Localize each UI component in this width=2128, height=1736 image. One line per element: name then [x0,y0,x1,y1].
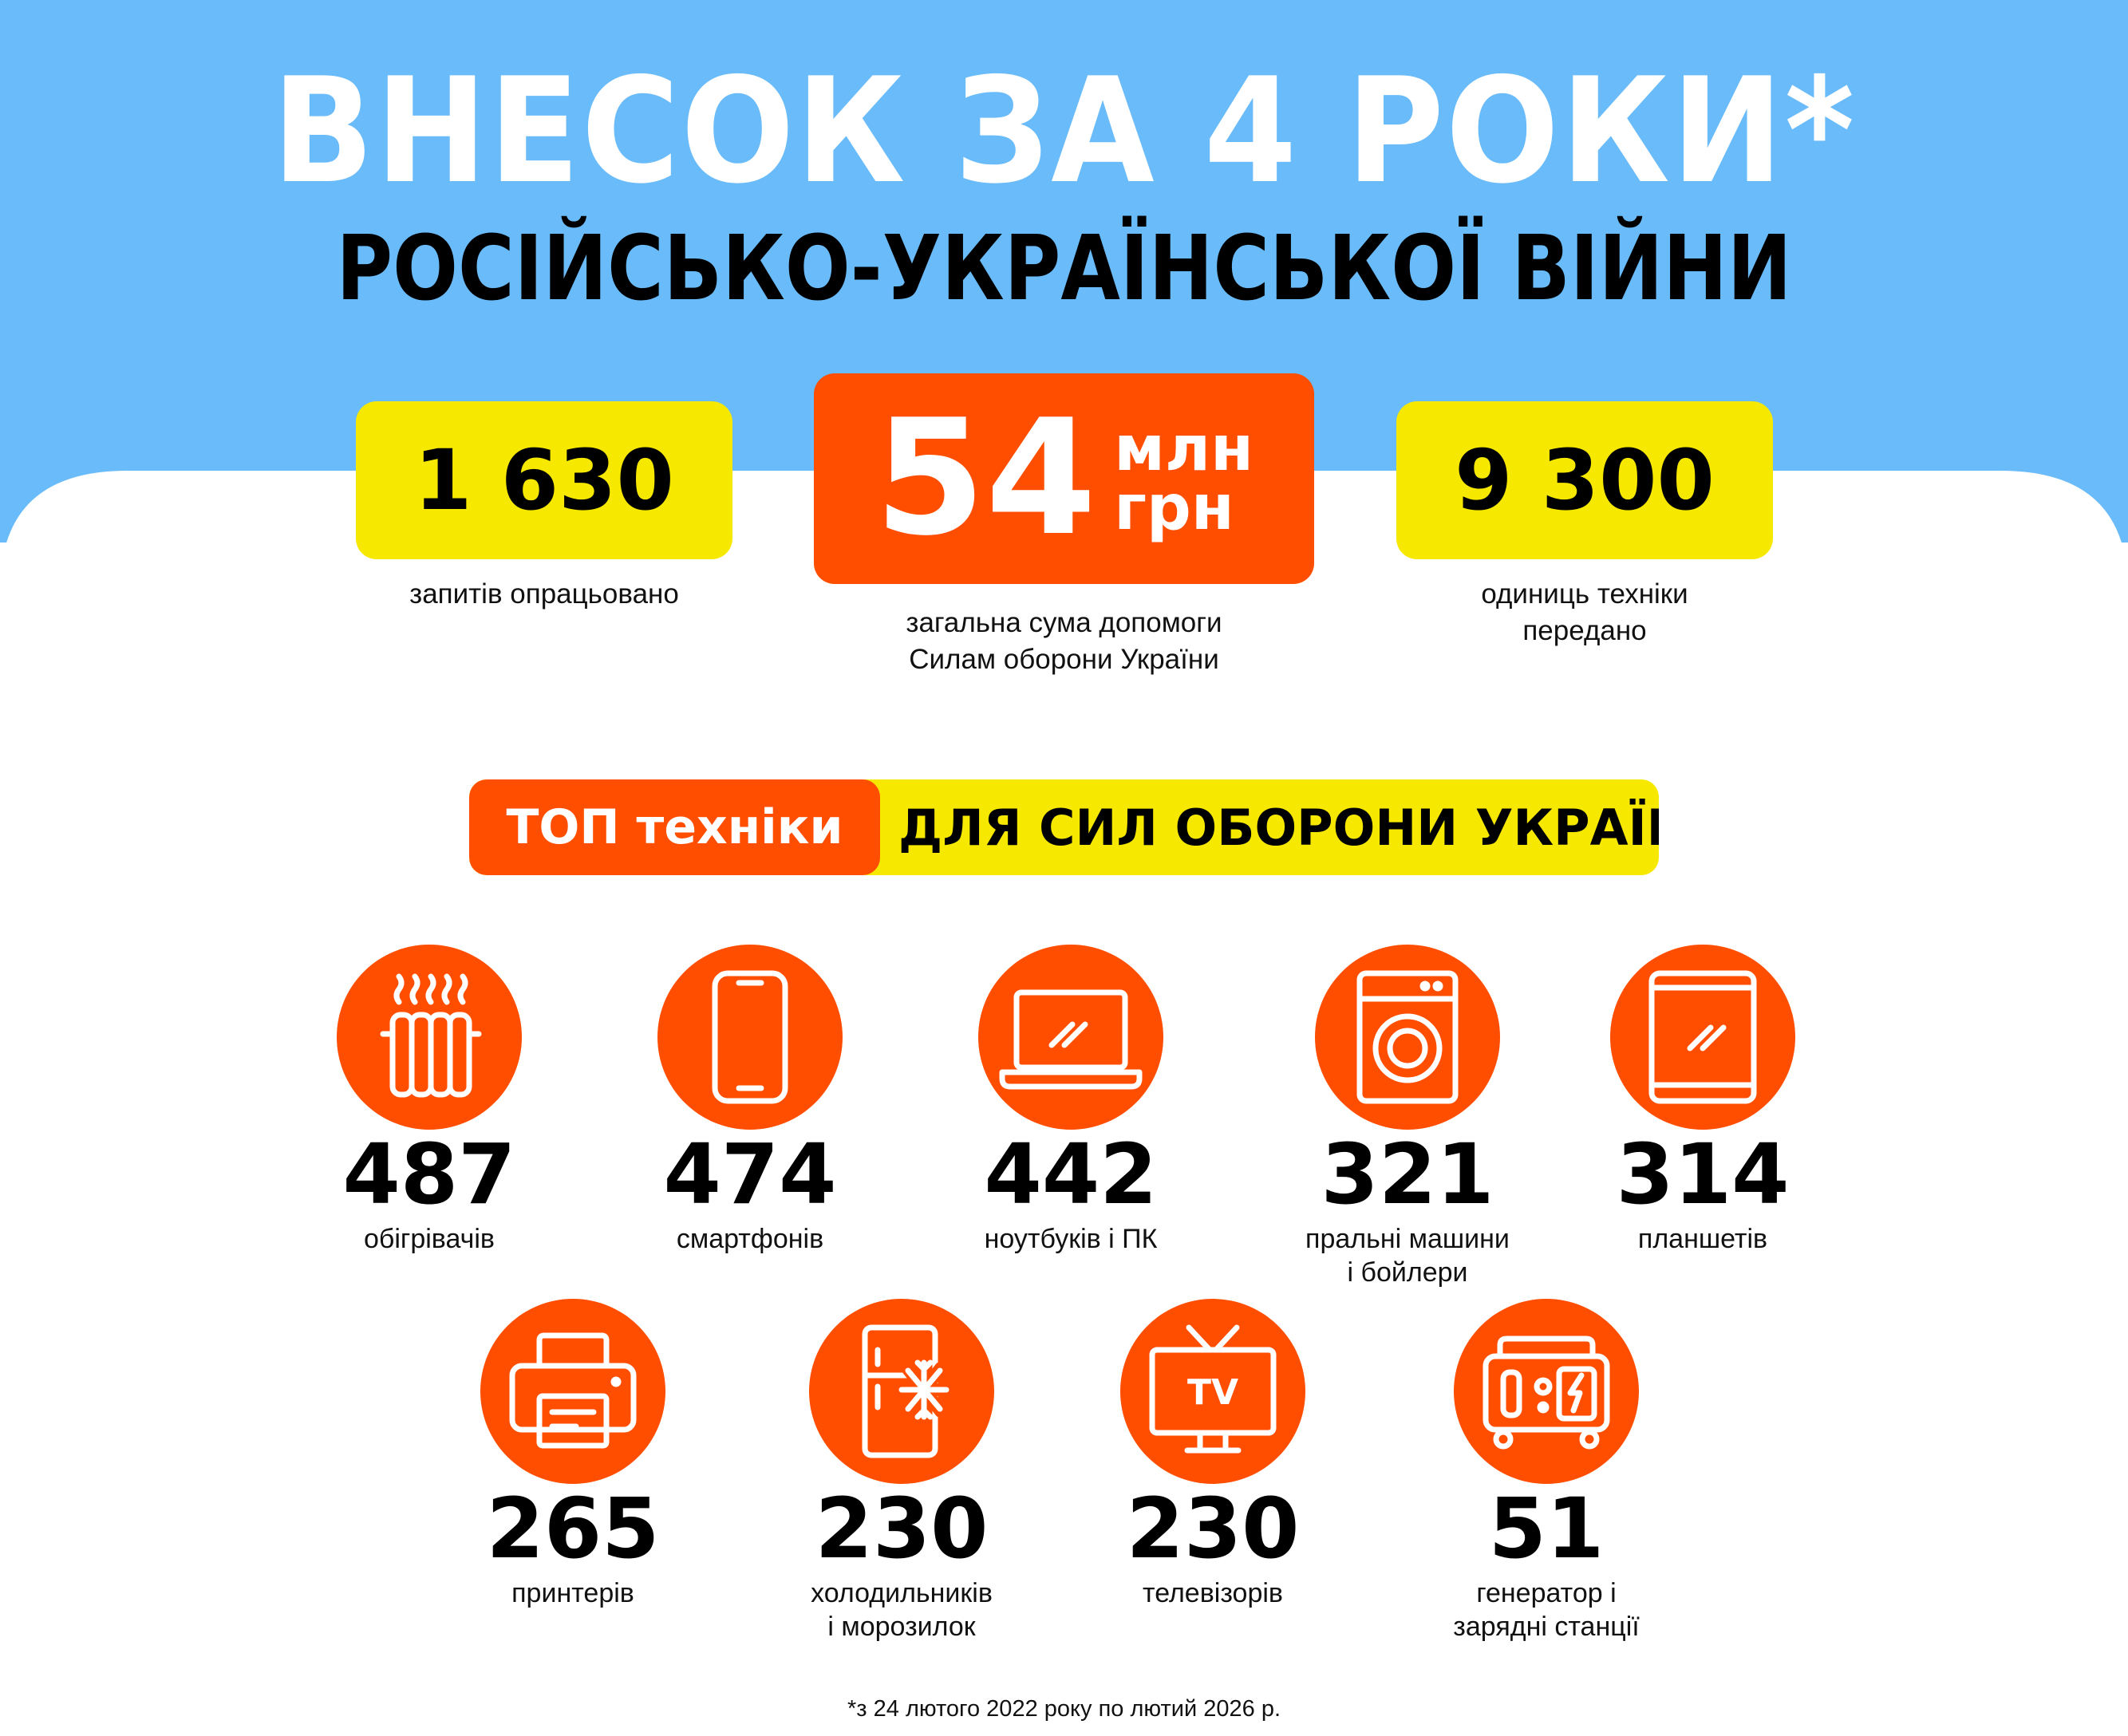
units-stat-box: 9 300 [1396,401,1773,559]
page-title: ВНЕСОК ЗА 4 РОКИ* [271,46,1857,215]
total-aid-unit-grn: грн [1114,472,1234,544]
item-fridges-label: холодильників і морозилок [811,1578,993,1642]
total-aid-stat-box: 54 млн грн [814,373,1314,584]
item-fridges-value: 230 [815,1480,989,1577]
tablet-icon [1610,945,1795,1130]
units-label: одиниць техніки передано [1481,578,1688,646]
requests-label: запитів опрацьовано [409,578,679,610]
top-equipment-banner: ТОП техніки ДЛЯ СИЛ ОБОРОНИ УКРАЇНИ [469,779,1659,875]
item-generators-value: 51 [1488,1480,1605,1577]
item-tvs-label: телевізорів [1143,1578,1283,1608]
tv-icon: TV [1120,1299,1305,1484]
top-equipment-banner-left: ТОП техніки [469,779,880,875]
item-smartphones-value: 474 [663,1126,837,1223]
washing-machine-icon [1315,945,1500,1130]
printer-icon [480,1299,665,1484]
generator-icon [1454,1299,1639,1484]
smartphone-icon [657,945,843,1130]
requests-value: 1 630 [414,432,674,529]
item-laptops-value: 442 [984,1126,1158,1223]
total-aid-unit: млн грн [1114,412,1254,544]
total-aid-value: 54 [874,385,1097,571]
page-subtitle: РОСІЙСЬКО-УКРАЇНСЬКОЇ ВІЙНИ [336,217,1792,321]
item-printers-label: принтерів [511,1578,634,1608]
item-washing-machines-value: 321 [1321,1126,1494,1223]
item-tablets-value: 314 [1616,1126,1790,1223]
units-value: 9 300 [1455,432,1715,529]
item-heaters-value: 487 [342,1126,516,1223]
item-generators-label: генератор і зарядні станції [1453,1578,1640,1642]
footnote: *з 24 лютого 2022 року по лютий 2026 р. [847,1696,1281,1722]
item-laptops-label: ноутбуків і ПК [984,1224,1158,1254]
item-tablets-label: планшетів [1637,1224,1768,1254]
total-aid-unit-mln: млн [1114,412,1254,485]
top-equipment-banner-right: ДЛЯ СИЛ ОБОРОНИ УКРАЇНИ [898,798,1659,857]
item-printers-value: 265 [486,1480,660,1577]
item-washing-machines-label: пральні машини і бойлери [1305,1224,1510,1288]
item-smartphones-label: смартфонів [676,1224,824,1254]
radiator-icon [337,945,522,1130]
laptop-icon [978,945,1163,1130]
fridge-icon [809,1299,994,1484]
item-tvs-value: 230 [1126,1480,1300,1577]
total-aid-label: загальна сума допомоги Силам оборони Укр… [906,607,1222,675]
tv-icon-text: TV [1187,1372,1238,1413]
requests-stat-box: 1 630 [356,401,732,559]
item-heaters-label: обігрівачів [364,1224,495,1254]
